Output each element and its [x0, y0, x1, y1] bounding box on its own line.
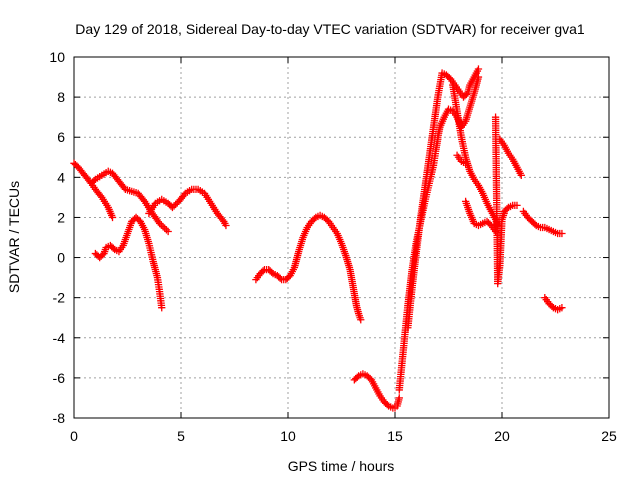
data-series-5	[350, 370, 403, 412]
data-series-4	[252, 211, 365, 324]
data-series-3	[145, 185, 230, 230]
data-point	[517, 171, 525, 179]
data-series-7	[404, 65, 483, 332]
chart-title: Day 129 of 2018, Sidereal Day-to-day VTE…	[75, 21, 585, 37]
y-axis-label: SDTVAR / TECUs	[6, 181, 22, 293]
data-point	[558, 304, 566, 312]
x-axis-label: GPS time / hours	[288, 458, 395, 474]
data-series-13	[496, 135, 525, 179]
x-tick-label: 20	[494, 428, 510, 444]
data-series-15	[519, 207, 566, 238]
y-tick-label: -4	[53, 330, 66, 346]
y-tick-label: -8	[53, 410, 66, 426]
grid	[74, 57, 609, 418]
data-point	[222, 221, 230, 230]
plot-frame	[73, 56, 610, 419]
data-point	[357, 316, 365, 324]
data-series-16	[541, 294, 566, 314]
data-point	[158, 304, 166, 312]
data-point	[558, 229, 566, 238]
x-tick-label: 0	[70, 428, 78, 444]
x-tick-label: 15	[387, 428, 403, 444]
x-tick-label: 5	[177, 428, 185, 444]
y-tick-label: 0	[57, 250, 65, 266]
data-series-2	[91, 213, 166, 312]
y-tick-label: 4	[57, 169, 65, 185]
y-tick-label: 6	[57, 129, 65, 145]
data-point	[395, 394, 403, 402]
y-tick-label: 8	[57, 89, 65, 105]
axis-ticks: 0 5 10 15 20 25 -8 -6 -4 -2 0 2 4 6 8 10	[49, 49, 617, 444]
data-series-10	[453, 151, 470, 167]
data-series-6	[395, 135, 442, 394]
y-tick-label: 2	[57, 209, 65, 225]
data-point	[164, 227, 172, 236]
data-series-0	[70, 159, 117, 222]
data-points	[70, 65, 566, 412]
data-series-14	[500, 201, 521, 216]
y-tick-label: -6	[53, 370, 66, 386]
data-series-9	[449, 81, 502, 230]
y-tick-label: -2	[53, 290, 66, 306]
data-point	[474, 65, 483, 73]
data-point	[461, 159, 470, 167]
data-point	[474, 73, 483, 81]
x-tick-label: 10	[280, 428, 296, 444]
x-tick-label: 25	[601, 428, 617, 444]
data-series-12	[491, 113, 508, 288]
y-tick-label: 10	[49, 49, 65, 65]
data-point	[513, 201, 521, 210]
data-point	[108, 213, 117, 222]
